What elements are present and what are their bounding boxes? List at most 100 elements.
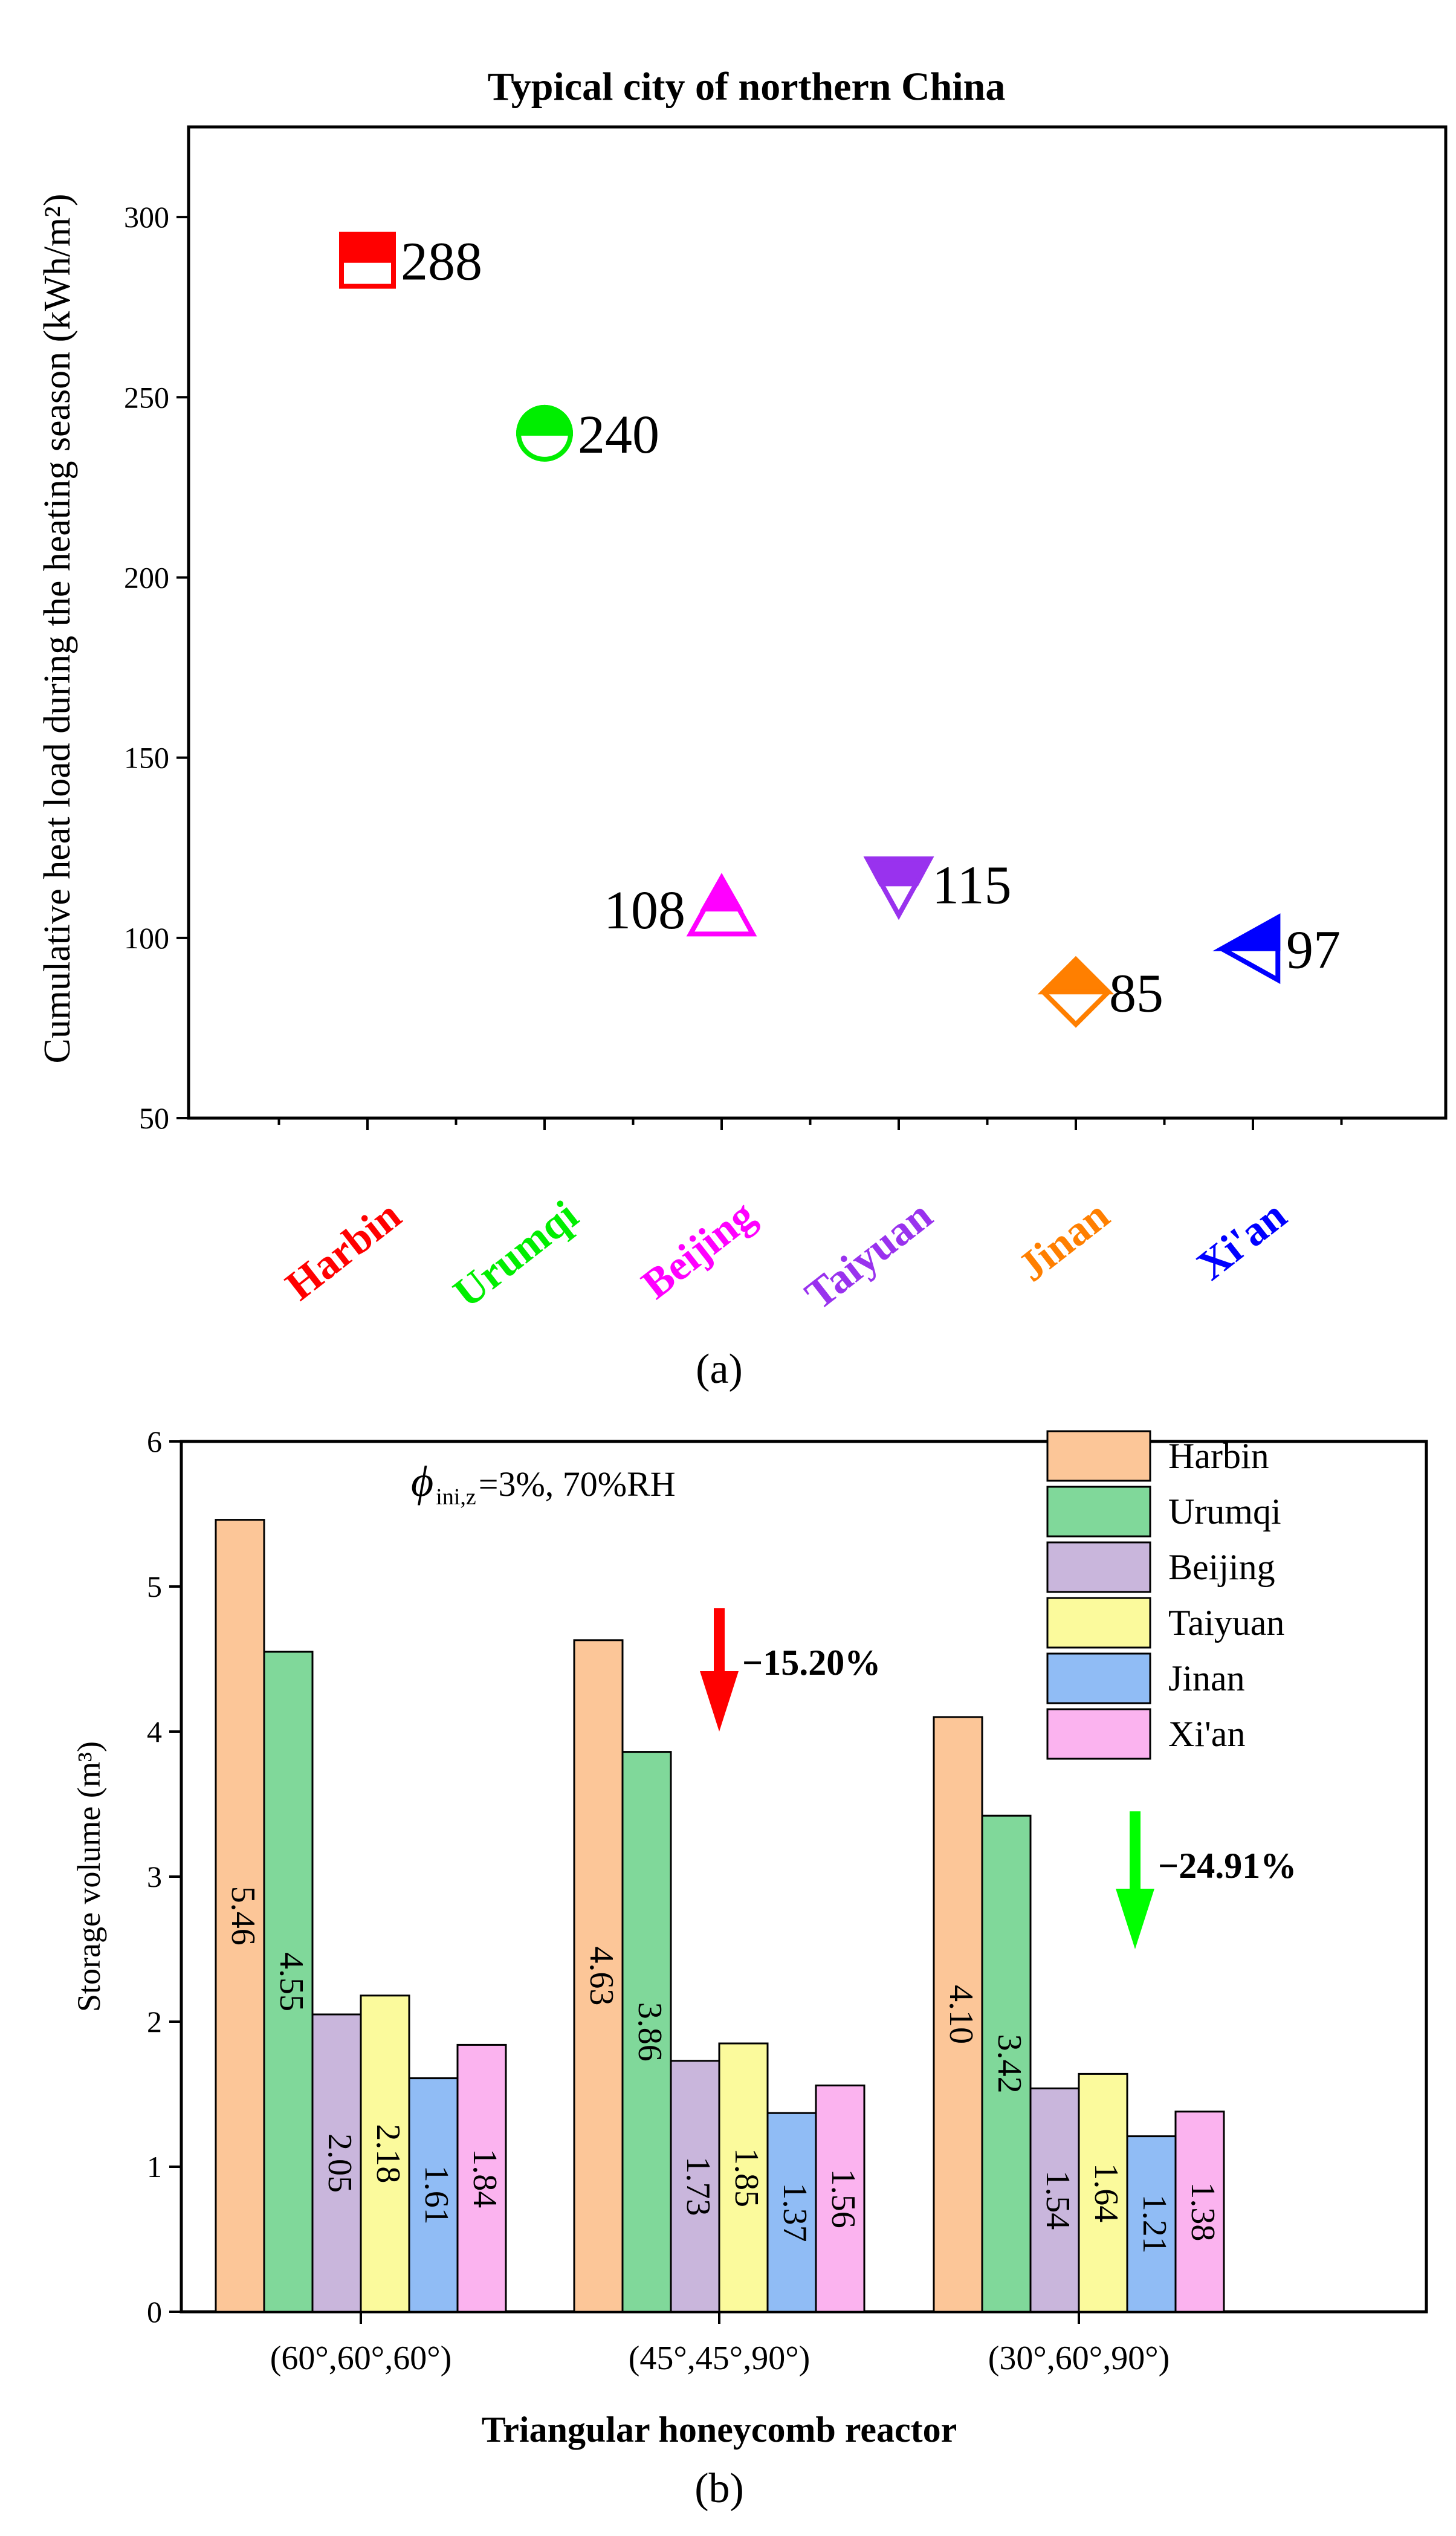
bar-label-urumqi-1: 3.86 xyxy=(631,2002,668,2062)
category-label-urumqi: Urumqi xyxy=(445,1192,586,1317)
legend-label-taiyuan: Taiyuan xyxy=(1168,1603,1284,1643)
bar-label-harbin-2: 4.10 xyxy=(942,1985,980,2044)
chart-b-bars: 5.46 4.55 2.05 2.18 1.61 1.84 4.63 3.86 1.73 1.85… xyxy=(215,1519,1225,2313)
point-label-jinan: 85 xyxy=(1109,963,1163,1023)
b-y-tick-label-4: 4 xyxy=(147,1715,162,1748)
condition-subscript: ini,z xyxy=(436,1484,476,1510)
y-tick-label-150: 150 xyxy=(124,741,169,775)
point-taiyuan xyxy=(863,856,934,920)
bar-urumqi-1 xyxy=(621,1751,672,2313)
bar-taiyuan-1 xyxy=(718,2042,769,2313)
b-y-tick-label-2: 2 xyxy=(147,2005,162,2039)
chart-a-title: Typical city of northern China xyxy=(488,65,1006,109)
b-y-tick-label-6: 6 xyxy=(147,1425,162,1458)
bar-label-jinan-1: 1.37 xyxy=(776,2183,814,2242)
category-label-jinan: Jinan xyxy=(1010,1192,1118,1291)
condition-rest: =3%, 70%RH xyxy=(479,1464,676,1504)
b-y-tick-label-1: 1 xyxy=(147,2150,162,2184)
bar-taiyuan-0 xyxy=(360,1994,410,2313)
bar-label-beijing-2: 1.54 xyxy=(1039,2170,1076,2230)
bar-label-harbin-0: 5.46 xyxy=(224,1886,262,1946)
chart-a-x-axis xyxy=(277,1118,1343,1130)
bar-urumqi-0 xyxy=(263,1651,314,2313)
bar-harbin-1 xyxy=(573,1639,624,2313)
b-y-tick-label-0: 0 xyxy=(147,2295,162,2329)
bar-label-jinan-2: 1.21 xyxy=(1136,2195,1173,2254)
bar-beijing-2 xyxy=(1029,2087,1080,2313)
point-xi-an xyxy=(1212,913,1281,985)
bar-label-urumqi-0: 4.55 xyxy=(273,1952,310,2011)
bar-jinan-1 xyxy=(766,2112,817,2313)
legend-item-taiyuan: Taiyuan xyxy=(1046,1597,1284,1649)
chart-a-panel-label: (a) xyxy=(696,1346,743,1393)
legend-item-xi-an: Xi'an xyxy=(1046,1708,1245,1760)
legend-swatch-jinan xyxy=(1046,1652,1151,1704)
legend-item-jinan: Jinan xyxy=(1046,1652,1245,1704)
point-urumqi xyxy=(516,404,574,462)
legend-swatch-beijing xyxy=(1046,1541,1151,1593)
bar-label-taiyuan-2: 1.64 xyxy=(1087,2163,1125,2222)
annotation-label-1: −24.91% xyxy=(1158,1846,1296,1886)
legend-swatch-xi-an xyxy=(1046,1708,1151,1760)
panel-a-scatter: Typical city of northern China 50 100 150 2… xyxy=(37,65,1448,1393)
bar-label-taiyuan-1: 1.85 xyxy=(728,2148,765,2207)
chart-b-panel-label: (b) xyxy=(694,2465,744,2512)
bar-label-beijing-1: 1.73 xyxy=(679,2156,717,2216)
bar-label-xi-an-2: 1.38 xyxy=(1184,2182,1221,2241)
legend-label-urumqi: Urumqi xyxy=(1168,1492,1281,1532)
bar-beijing-1 xyxy=(670,2060,720,2313)
chart-a-y-axis-label: Cumulative heat load during the heating … xyxy=(37,193,78,1063)
legend-label-jinan: Jinan xyxy=(1168,1658,1245,1698)
y-tick-label-200: 200 xyxy=(124,560,169,594)
bar-jinan-2 xyxy=(1126,2135,1177,2313)
bar-xi-an-2 xyxy=(1174,2111,1225,2313)
chart-a-category-labels: Harbin Urumqi Beijing Taiyuan Jinan Xi'an xyxy=(277,1192,1295,1319)
chart-b-legend: Harbin Urumqi Beijing Taiyuan Jinan Xi'an xyxy=(1046,1430,1284,1760)
bar-beijing-0 xyxy=(311,2013,362,2313)
bar-label-harbin-1: 4.63 xyxy=(583,1946,620,2005)
panel-b-bar-chart: 5.46 4.55 2.05 2.18 1.61 1.84 4.63 3.86 1.73 1.85… xyxy=(71,1425,1428,2512)
legend-label-beijing: Beijing xyxy=(1168,1547,1275,1587)
chart-b-y-axis: 0 1 2 3 4 5 6 xyxy=(147,1425,181,2329)
legend-swatch-urumqi xyxy=(1046,1486,1151,1538)
bar-label-xi-an-1: 1.56 xyxy=(824,2169,862,2228)
annotation-label-0: −15.20% xyxy=(742,1643,881,1683)
annotation-arrow-0 xyxy=(700,1608,739,1732)
legend-label-xi-an: Xi'an xyxy=(1168,1714,1245,1754)
annotation-arrow-1 xyxy=(1116,1811,1154,1949)
y-tick-label-50: 50 xyxy=(139,1101,169,1135)
chart-a-points: 288 240 108 115 85 97 xyxy=(339,231,1341,1028)
chart-b-x-axis: (60°,60°,60°) (45°,45°,90°) (30°,60°,90°) xyxy=(270,2312,1170,2377)
bar-label-urumqi-2: 3.42 xyxy=(991,2034,1028,2094)
point-label-harbin: 288 xyxy=(401,232,482,292)
legend-swatch-harbin xyxy=(1046,1430,1151,1482)
chart-b-x-axis-label: Triangular honeycomb reactor xyxy=(482,2410,957,2450)
bar-urumqi-2 xyxy=(981,1814,1032,2313)
chart-a-y-axis: 50 100 150 200 250 300 xyxy=(124,200,189,1135)
chart-b-condition-label: ϕ ini,z =3%, 70%RH xyxy=(411,1457,676,1510)
legend-item-harbin: Harbin xyxy=(1046,1430,1269,1482)
point-jinan xyxy=(1037,956,1115,1028)
point-label-xi-an: 97 xyxy=(1286,920,1341,980)
legend-label-harbin: Harbin xyxy=(1168,1436,1269,1476)
legend-item-urumqi: Urumqi xyxy=(1046,1486,1281,1538)
category-label-beijing: Beijing xyxy=(633,1192,764,1308)
b-y-tick-label-5: 5 xyxy=(147,1570,162,1603)
group-label-0: (60°,60°,60°) xyxy=(270,2340,451,2377)
bar-label-jinan-0: 1.61 xyxy=(418,2166,455,2225)
y-tick-label-250: 250 xyxy=(124,380,169,414)
bar-harbin-0 xyxy=(215,1519,265,2313)
point-harbin xyxy=(339,231,396,289)
bar-taiyuan-2 xyxy=(1078,2072,1128,2313)
group-label-2: (30°,60°,90°) xyxy=(988,2340,1170,2377)
bar-harbin-2 xyxy=(933,1716,983,2313)
category-label-xi-an: Xi'an xyxy=(1189,1192,1295,1289)
category-label-taiyuan: Taiyuan xyxy=(797,1192,941,1319)
chart-b-annotations: −15.20% −24.91% xyxy=(700,1608,1296,1949)
category-label-harbin: Harbin xyxy=(277,1192,410,1310)
bar-xi-an-1 xyxy=(815,2085,866,2313)
bar-label-xi-an-0: 1.84 xyxy=(466,2149,503,2208)
y-tick-label-300: 300 xyxy=(124,200,169,234)
bar-label-taiyuan-0: 2.18 xyxy=(369,2124,407,2183)
